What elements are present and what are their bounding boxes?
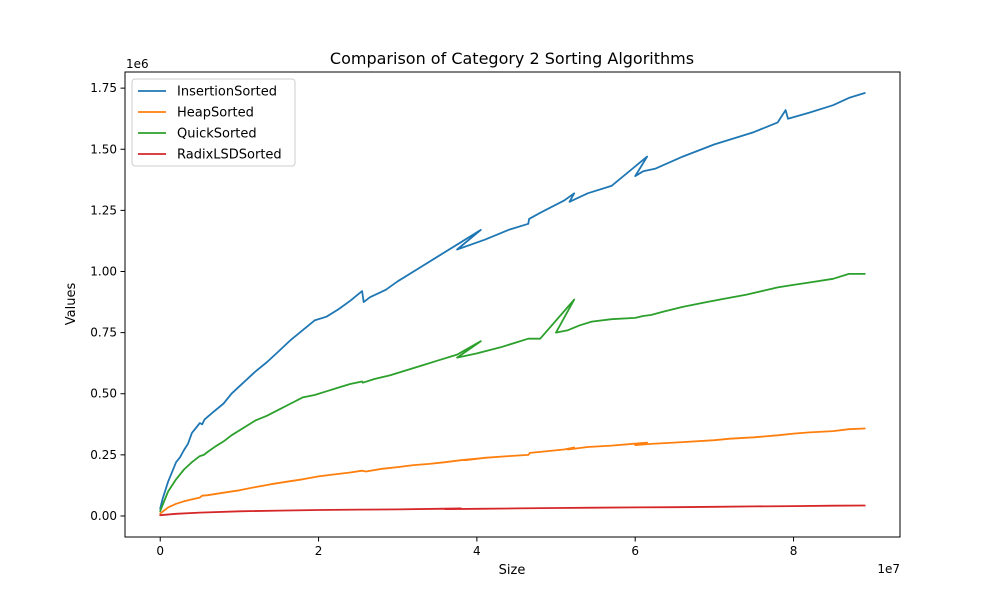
legend-label-2: QuickSorted (177, 127, 257, 142)
y-tick-label-6: 1.50 (90, 142, 117, 156)
chart-title: Comparison of Category 2 Sorting Algorit… (330, 49, 694, 68)
series-line-1 (159, 427, 866, 515)
x-axis-label: Size (499, 563, 526, 578)
y-axis-label: Values (64, 283, 79, 326)
x-tick-label-4: 8 (790, 544, 798, 558)
y-tick-label-0: 0.00 (90, 509, 117, 523)
legend-label-3: RadixLSDSorted (177, 148, 282, 163)
plot-frame (124, 71, 901, 538)
legend-label-0: InsertionSorted (177, 85, 277, 100)
x-tick-label-3: 6 (631, 544, 639, 558)
series-line-2 (159, 272, 866, 513)
x-tick-label-2: 4 (473, 544, 481, 558)
legend-frame (131, 78, 296, 167)
y-tick-label-1: 0.25 (90, 448, 117, 462)
legend-label-1: HeapSorted (177, 106, 254, 121)
y-tick-label-3: 0.75 (90, 326, 117, 340)
y-tick-label-4: 1.00 (90, 264, 117, 278)
legend: InsertionSorted HeapSorted QuickSorted Radi… (131, 78, 296, 167)
y-offset-label: 1e6 (126, 57, 149, 71)
series-line-0 (159, 92, 866, 510)
y-tick-label-2: 0.50 (90, 387, 117, 401)
y-tick-label-5: 1.25 (90, 203, 117, 217)
x-offset-label: 1e7 (877, 562, 900, 576)
y-tick-label-7: 1.75 (90, 81, 117, 95)
x-tick-label-0: 0 (156, 544, 164, 558)
plot-area: 0 2 4 6 8 0.00 0.25 0.50 0.75 1.00 1.25 1.50 1.75 (90, 71, 901, 558)
series-line-3 (159, 504, 866, 517)
x-tick-label-1: 2 (315, 544, 323, 558)
